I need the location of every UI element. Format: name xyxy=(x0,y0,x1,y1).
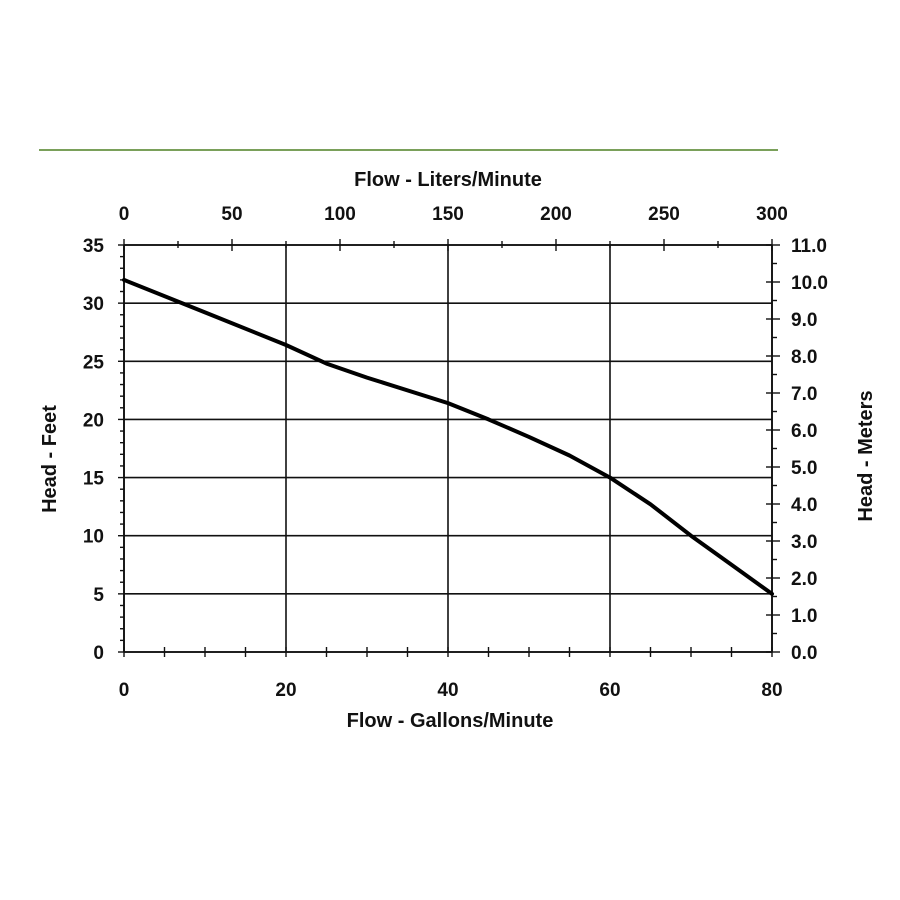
y-tick-label: 35 xyxy=(83,236,105,257)
x-tick-label: 60 xyxy=(599,680,620,701)
pump-curve-line xyxy=(122,277,774,596)
x2-tick-label: 100 xyxy=(324,204,356,225)
y-tick-label: 25 xyxy=(83,352,105,373)
x-tick-label: 40 xyxy=(437,680,458,701)
x-tick-label: 0 xyxy=(119,680,130,701)
y-tick-label: 30 xyxy=(83,294,104,315)
y-tick-label: 5 xyxy=(93,585,104,606)
y2-tick-label: 6.0 xyxy=(791,421,817,442)
y-tick-label: 15 xyxy=(83,469,105,490)
left-axis-title: Head - Feet xyxy=(39,405,61,513)
x2-tick-label: 300 xyxy=(756,204,788,225)
right-axis-title: Head - Meters xyxy=(855,390,877,521)
x2-tick-label: 0 xyxy=(119,204,130,225)
y2-tick-label: 8.0 xyxy=(791,347,817,368)
x-tick-label: 20 xyxy=(275,680,296,701)
x2-tick-label: 150 xyxy=(432,204,464,225)
y2-tick-label: 3.0 xyxy=(791,532,817,553)
grid-lines xyxy=(123,244,773,653)
x2-tick-label: 200 xyxy=(540,204,572,225)
y-tick-label: 0 xyxy=(93,643,104,664)
header-divider-rule xyxy=(39,149,778,151)
x2-tick-label: 250 xyxy=(648,204,680,225)
y2-tick-label: 11.0 xyxy=(791,236,827,257)
y2-tick-label: 5.0 xyxy=(791,458,817,479)
y-tick-label: 20 xyxy=(83,410,104,431)
y2-tick-label: 7.0 xyxy=(791,384,817,405)
y2-tick-label: 10.0 xyxy=(791,273,828,294)
y2-tick-label: 9.0 xyxy=(791,310,817,331)
x-tick-label: 80 xyxy=(761,680,782,701)
top-axis-title: Flow - Liters/Minute xyxy=(354,169,542,191)
y-tick-label: 10 xyxy=(83,527,104,548)
x2-tick-label: 50 xyxy=(221,204,242,225)
y2-tick-label: 2.0 xyxy=(791,569,817,590)
tick-labels: 0 20 40 60 80 0 50 100 150 200 250 300 0 5 10 15 20 25 30 3… xyxy=(83,204,828,701)
bottom-axis-title: Flow - Gallons/Minute xyxy=(347,710,554,732)
axis-ticks xyxy=(118,239,780,657)
y2-tick-label: 1.0 xyxy=(791,606,817,627)
y2-tick-label: 0.0 xyxy=(791,643,817,664)
y2-tick-label: 4.0 xyxy=(791,495,817,516)
